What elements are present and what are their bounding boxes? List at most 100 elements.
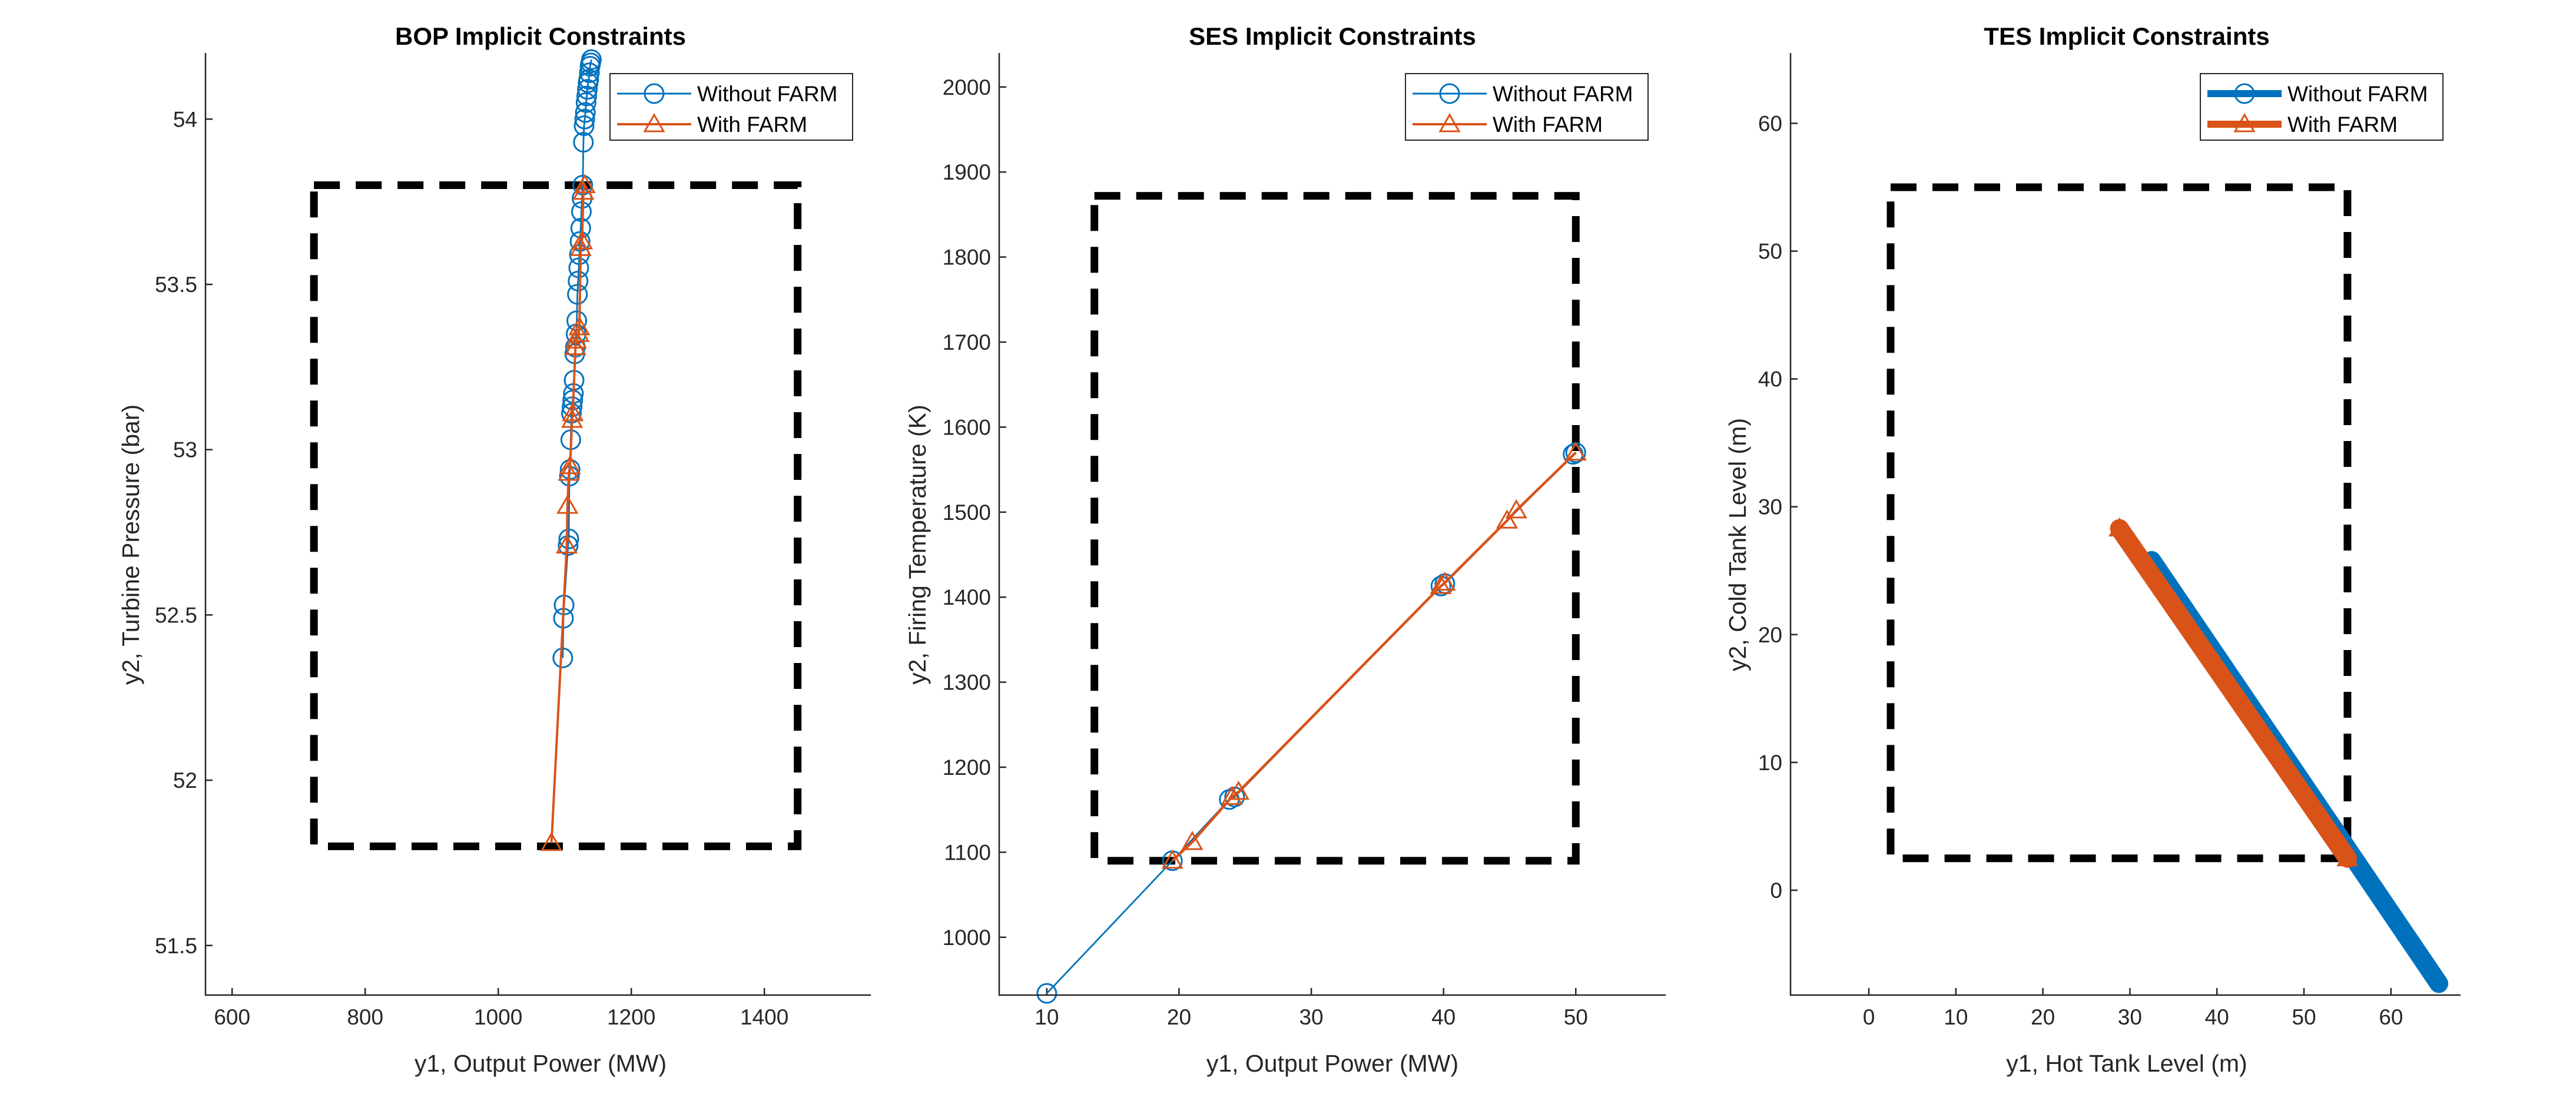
ses-constraint-rect [1090,192,1580,865]
tes-legend-label-with-farm: With FARM [2287,112,2398,137]
ses-ytick-label: 1700 [943,330,991,354]
tes-ytick-label: 40 [1758,367,1782,392]
tes-ytick-label: 20 [1758,623,1782,647]
bop-xtick-label: 600 [214,1005,250,1029]
ses-ytick-label: 1200 [943,755,991,780]
ses-legend: Without FARM With FARM [1405,73,1649,141]
ses-point-without-farm [1224,787,1245,808]
ses-ytick-label: 1500 [943,500,991,525]
bop-point-with-farm [573,174,596,194]
tes-xtick-label: 20 [2031,1005,2055,1029]
tes-ytick-label: 10 [1758,751,1782,775]
bop-constraint-rect [310,181,802,850]
ses-xtick-label: 40 [1431,1005,1456,1029]
tes-ytick-label: 60 [1758,111,1782,135]
ses-point-with-farm [1430,575,1452,594]
bop-point-without-farm [574,108,595,130]
bop-point-without-farm [577,79,598,100]
bop-series-layer [541,49,602,851]
bop-constraint-box [310,181,802,850]
bop-point-without-farm [575,102,596,123]
tes-title: TES Implicit Constraints [1984,22,2269,50]
bop-legend-marker-with-farm [643,112,665,132]
tes-legend-marker-with-farm [2233,112,2256,132]
bop-point-with-farm [572,180,595,200]
bop-point-without-farm [573,132,594,153]
bop-point-with-farm [571,230,594,250]
ses-point-with-farm [1161,849,1183,869]
ses-axes-lines [998,53,1666,996]
bop-point-with-farm [562,402,584,422]
bop-point-without-farm [573,115,595,137]
tes-point-with-farm [2336,847,2359,867]
ses-series-line-with-farm [1171,452,1577,862]
tes-point-with-farm [2108,517,2131,537]
tes-xtick-label: 50 [2292,1005,2316,1029]
tes-xtick-label: 10 [1944,1005,1968,1029]
bop-legend-label-with-farm: With FARM [697,112,807,137]
bop-point-with-farm [568,323,590,342]
tes-point-without-farm [2429,974,2448,993]
bop-axes-lines [204,53,871,996]
bop-point-with-farm [565,329,587,349]
ses-ytick-label: 1600 [943,415,991,439]
tes-legend: Without FARM With FARM [2200,73,2444,141]
tes-ticks: 0 10 20 30 40 50 60 0 10 20 30 40 50 60 [1758,111,2403,1029]
bop-point-without-farm [581,49,602,70]
bop-ytick-label: 52.5 [155,603,197,627]
bop-ylabel: y2, Turbine Pressure (bar) [117,405,144,685]
ses-point-with-farm [1221,785,1243,805]
ses-legend-marker-with-farm [1438,112,1461,132]
tes-axes-lines [1789,53,2461,996]
tes-series-line-with-farm [2110,519,2357,868]
bop-point-without-farm [566,310,588,331]
tes-ytick-label: 30 [1758,495,1782,519]
bop-point-without-farm [552,647,573,668]
ses-point-with-farm [1181,831,1204,850]
tes-series-layer [2108,517,2449,993]
bop-point-with-farm [558,461,580,481]
bop-ytick-label: 53.5 [155,273,197,297]
ses-ytick-label: 1100 [944,840,991,864]
bop-legend: Without FARM With FARM [609,73,853,141]
tes-ytick-label: 50 [1758,239,1782,263]
ses-xlabel: y1, Output Power (MW) [1206,1050,1458,1077]
bop-point-with-farm [541,831,563,851]
ses-ticks: 10 20 30 40 50 1000 1100 1200 1300 1400 1500 1600 17… [943,75,1588,1029]
bop-xlabel: y1, Output Power (MW) [415,1050,667,1077]
bop-point-with-farm [569,237,592,256]
tes-ylabel: y2, Cold Tank Level (m) [1724,418,1751,671]
bop-ytick-label: 54 [173,107,197,131]
bop-point-without-farm [571,201,592,222]
ses-point-with-farm [1496,509,1519,529]
tes-xtick-label: 30 [2118,1005,2142,1029]
ses-ytick-label: 1900 [943,160,991,184]
tes-legend-label-without-farm: Without FARM [2287,82,2428,106]
ses-ytick-label: 1300 [943,671,991,695]
tes-ytick-label: 0 [1770,878,1782,903]
bop-panel: BOP Implicit Constraints y1, Output Powe… [117,22,871,1077]
bop-point-without-farm [568,270,589,291]
bop-point-with-farm [559,455,581,475]
bop-point-without-farm [568,257,589,279]
tes-xtick-label: 40 [2205,1005,2229,1029]
ses-xtick-label: 30 [1299,1005,1323,1029]
ses-point-with-farm [1434,571,1456,591]
ses-title: SES Implicit Constraints [1189,22,1476,50]
bop-point-without-farm [576,85,597,107]
tes-legend-marker-without-farm [2234,83,2255,104]
bop-ytick-label: 52 [173,768,197,793]
bop-point-with-farm [568,316,591,336]
bop-point-without-farm [558,535,579,556]
tes-xlabel: y1, Hot Tank Level (m) [2006,1050,2247,1077]
ses-ytick-label: 1800 [943,246,991,270]
ses-legend-marker-without-farm [1439,83,1460,104]
tes-constraint-rect [1887,183,2352,863]
bop-ytick-label: 53 [173,438,197,462]
bop-ytick-label: 51.5 [155,934,197,958]
ses-xtick-label: 10 [1035,1005,1059,1029]
ses-series-layer [1036,441,1587,1004]
tes-xtick-label: 0 [1863,1005,1875,1029]
bop-point-without-farm [575,92,596,113]
